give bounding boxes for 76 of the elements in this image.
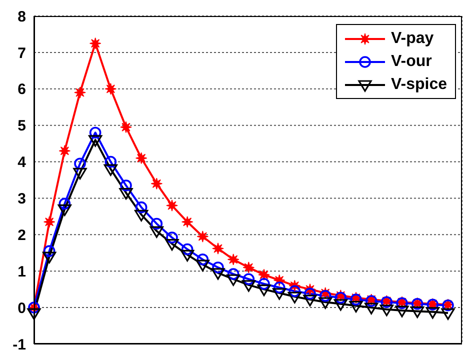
point [150,226,164,238]
legend-label: V-our [390,52,432,70]
point [135,152,148,164]
y-tick-label: -1 [12,336,26,354]
point [58,204,72,216]
point [58,144,71,157]
point [410,306,424,318]
y-tick-label: 6 [18,81,26,98]
point [166,232,178,244]
y-tick-label: 1 [18,263,26,280]
point [42,252,56,264]
point [43,245,56,257]
point [196,254,209,266]
y-tick-label: 7 [18,44,26,62]
point [165,238,179,251]
point [119,188,133,200]
legend-label: V-spice [390,76,447,94]
y-tick-label: 8 [18,8,26,26]
point [227,254,240,266]
point [349,300,363,313]
point [334,299,348,311]
point [258,268,270,281]
point [120,121,132,134]
point [242,273,255,286]
point [242,262,255,274]
y-tick-label: 5 [18,118,26,135]
point [58,198,71,210]
point [181,216,194,228]
point [380,304,394,316]
point [27,308,41,320]
point [319,290,332,302]
point [364,302,378,314]
point [104,164,118,176]
point [89,126,102,139]
y-tick-label: 2 [18,226,26,244]
point [74,158,86,170]
point [120,180,132,192]
y-tick-label: 3 [18,190,26,208]
point [441,308,455,320]
point [73,168,87,180]
point [88,135,102,147]
point [257,284,271,296]
point [150,218,163,230]
y-tick-label: 0 [18,300,26,317]
point [334,292,347,304]
point [212,262,224,274]
point [273,282,286,294]
point [89,37,102,50]
point [226,274,240,286]
point [288,285,301,298]
point [134,210,148,222]
point [212,242,224,254]
point [196,230,209,242]
point [272,288,286,300]
point [43,216,56,228]
point [395,306,409,318]
point [242,280,256,292]
legend-label: V-pay [390,30,434,48]
point [227,268,240,280]
point [166,200,178,212]
point [288,292,302,304]
point [150,178,163,190]
point [181,243,194,256]
point [258,278,270,290]
point [318,297,332,309]
point [426,307,440,319]
point [104,156,117,168]
point [74,86,86,98]
point [135,201,148,214]
point [196,260,210,272]
point [303,294,317,306]
point [211,268,225,280]
point [104,82,117,95]
y-tick-label: 4 [18,154,27,172]
point [304,288,316,300]
point [180,250,194,262]
